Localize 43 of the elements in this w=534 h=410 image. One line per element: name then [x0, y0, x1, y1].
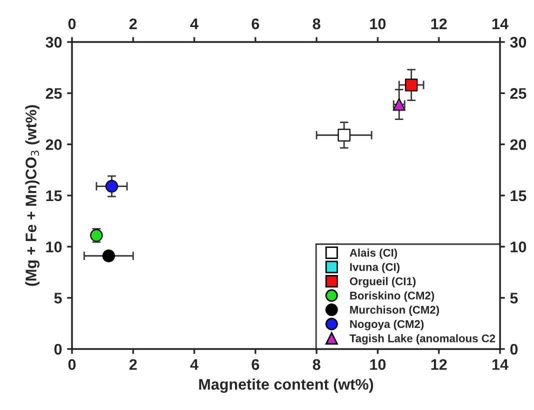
x2-tick-label: 12: [431, 18, 447, 30]
x2-tick-label: 4: [190, 18, 198, 30]
legend-label: Tagish Lake (anomalous C2: [350, 334, 496, 345]
x-tick-label: 14: [492, 359, 508, 370]
legend-label: Murchison (CM2): [350, 306, 440, 316]
x2-tick-label: 0: [68, 18, 76, 30]
x2-tick-label: 14: [492, 18, 508, 30]
x-tick-label: 4: [190, 359, 198, 370]
y-tick-label: 10: [46, 242, 62, 252]
y-tick-label: 0: [54, 344, 62, 355]
x-tick-label: 6: [252, 359, 260, 370]
point: [105, 180, 118, 193]
y-axis-title: (Mg + Fe + Mn)CO$_{3}$ (wt%): [25, 105, 40, 286]
x-tick-label: 12: [431, 359, 447, 370]
y2-tick-label: 30: [510, 36, 526, 48]
legend-label: Boriskino (CM2): [350, 291, 434, 302]
y-tick-label: 20: [46, 139, 62, 150]
legend-label: Ivuna (CI): [350, 262, 400, 274]
legend-label: Alais (CI): [350, 248, 398, 259]
x-tick-label: 0: [68, 359, 76, 370]
x2-tick-label: 2: [129, 18, 137, 30]
point: [404, 78, 418, 92]
y-tick-label: 30: [46, 36, 62, 48]
x-tick-label: 8: [312, 359, 320, 370]
x2-tick-label: 6: [252, 18, 260, 30]
y2-tick-label: 20: [510, 139, 526, 150]
point: [338, 128, 350, 142]
y-tick-label: 5: [54, 292, 62, 304]
x-axis-title: Magnetite content (wt%): [199, 378, 374, 393]
y2-tick-label: 0: [510, 344, 518, 355]
x-tick-label: 2: [129, 359, 137, 370]
x2-tick-label: 8: [312, 18, 320, 30]
y2-tick-label: 5: [510, 292, 518, 304]
y2-tick-label: 10: [510, 242, 526, 252]
legend-label: Nogoya (CM2): [350, 320, 424, 330]
x-tick-label: 10: [370, 359, 386, 370]
legend-label: Orgueil (CI1): [350, 277, 416, 288]
y-tick-label: 15: [46, 190, 62, 202]
x2-tick-label: 10: [370, 18, 386, 30]
point: [102, 250, 116, 262]
y2-tick-label: 15: [510, 190, 526, 202]
y-tick-label: 25: [46, 88, 62, 99]
y2-tick-label: 25: [510, 88, 526, 99]
